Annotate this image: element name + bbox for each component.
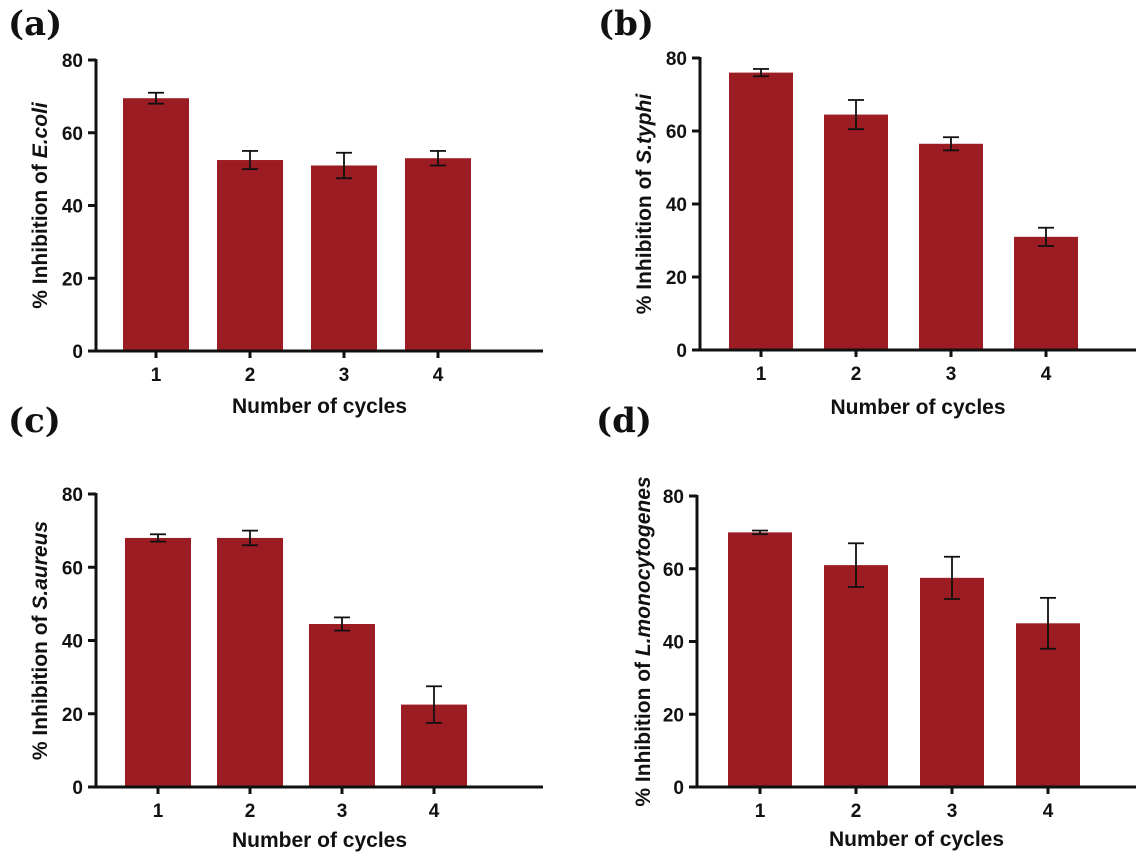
y-axis-title-species: S.typhi (633, 93, 656, 164)
y-tick-label: 40 (62, 197, 83, 218)
y-tick-label: 20 (62, 269, 83, 290)
bar-2 (824, 114, 888, 350)
x-tick-label: 4 (1041, 364, 1052, 385)
error-bar-2 (848, 542, 864, 588)
y-axis-title-species: L.monocytogenes (632, 476, 655, 656)
error-bar-2 (848, 99, 864, 131)
x-tick-label: 2 (851, 364, 862, 385)
y-tick-label: 0 (72, 342, 83, 363)
x-axis-title: Number of cycles (232, 395, 407, 418)
bar-1 (729, 72, 793, 350)
y-axis-title-prefix: % Inhibition of (29, 610, 52, 760)
error-bar-4 (1038, 226, 1054, 247)
x-tick-label: 4 (1043, 801, 1054, 822)
panel-label: (b) (598, 4, 654, 44)
bar-1 (125, 537, 191, 787)
y-axis-title: % Inhibition of E.coli (29, 101, 52, 309)
y-tick-label: 60 (666, 122, 687, 143)
chart-panel-4: (d) 0 20 40 60 80 1 2 3 4 Number of cycles % Inhibi… (596, 401, 1136, 851)
chart-panel-3: (c) 0 20 40 60 80 1 2 3 4 Number of cycles % Inhibi… (8, 401, 543, 852)
bar-4 (405, 158, 471, 351)
bar-2 (824, 565, 888, 787)
y-axis-title-prefix: % Inhibition of (633, 164, 656, 314)
y-tick-label: 60 (663, 560, 684, 581)
x-tick-label: 2 (245, 365, 256, 386)
error-bar-2 (242, 529, 258, 547)
bar-3 (920, 577, 984, 787)
bar-1 (728, 532, 792, 787)
x-tick-label: 1 (153, 801, 164, 822)
bar-2 (217, 537, 283, 787)
x-tick-label: 3 (337, 801, 348, 822)
chart-panel-2: (b) 0 20 40 60 80 1 2 3 4 Number of cycles % Inhibi… (598, 4, 1136, 419)
y-tick-label: 60 (62, 558, 83, 579)
x-tick-label: 3 (947, 801, 958, 822)
y-tick-label: 20 (62, 705, 83, 726)
x-tick-label: 1 (151, 365, 162, 386)
error-bar-4 (430, 150, 446, 167)
y-tick-label: 0 (72, 778, 83, 799)
bar-4 (1016, 623, 1080, 787)
error-bar-3 (943, 136, 959, 152)
y-axis-title-prefix: % Inhibition of (29, 158, 52, 308)
y-tick-label: 80 (62, 51, 83, 72)
y-axis-title: % Inhibition of L.monocytogenes (632, 476, 655, 806)
bar-1 (123, 98, 189, 351)
y-tick-label: 80 (663, 487, 684, 508)
panel-label: (d) (596, 401, 652, 441)
x-axis-title: Number of cycles (232, 829, 407, 852)
error-bar-3 (944, 555, 960, 600)
x-tick-label: 4 (433, 365, 444, 386)
x-axis-title: Number of cycles (830, 396, 1005, 419)
x-tick-label: 3 (339, 365, 350, 386)
bar-3 (919, 143, 983, 350)
y-axis-title-prefix: % Inhibition of (632, 656, 655, 806)
y-axis-title: % Inhibition of S.aureus (29, 521, 52, 760)
bar-4 (1014, 236, 1078, 350)
bar-3 (309, 624, 375, 787)
y-tick-label: 80 (666, 49, 687, 70)
y-axis-title-species: S.aureus (29, 521, 52, 610)
y-tick-label: 0 (676, 341, 687, 362)
error-bar-1 (752, 529, 768, 536)
error-bar-1 (150, 533, 166, 543)
panel-label: (a) (8, 4, 62, 44)
x-tick-label: 2 (245, 801, 256, 822)
error-bar-3 (336, 151, 352, 180)
x-tick-label: 3 (946, 364, 957, 385)
bar-2 (217, 160, 283, 351)
y-axis-title: % Inhibition of S.typhi (633, 93, 656, 315)
error-bar-4 (1040, 596, 1056, 650)
y-tick-label: 0 (673, 778, 684, 799)
y-tick-label: 40 (62, 632, 83, 653)
x-tick-label: 1 (756, 364, 767, 385)
error-bar-4 (426, 685, 442, 724)
y-axis-title-species: E.coli (29, 101, 52, 158)
y-tick-label: 20 (666, 268, 687, 289)
x-tick-label: 2 (851, 801, 862, 822)
y-tick-label: 40 (666, 195, 687, 216)
error-bar-1 (148, 91, 164, 105)
error-bar-1 (753, 68, 769, 78)
x-tick-label: 1 (755, 801, 766, 822)
panel-label: (c) (8, 401, 61, 441)
y-tick-label: 40 (663, 633, 684, 654)
y-tick-label: 20 (663, 705, 684, 726)
x-tick-label: 4 (429, 801, 440, 822)
x-axis-title: Number of cycles (829, 828, 1004, 851)
y-tick-label: 60 (62, 124, 83, 145)
error-bar-3 (334, 616, 350, 632)
bar-3 (311, 165, 377, 351)
chart-panel-1: (a) 0 20 40 60 80 1 2 3 4 Number of cycles % Inhibi… (8, 4, 543, 418)
error-bar-2 (242, 150, 258, 171)
y-tick-label: 80 (62, 485, 83, 506)
